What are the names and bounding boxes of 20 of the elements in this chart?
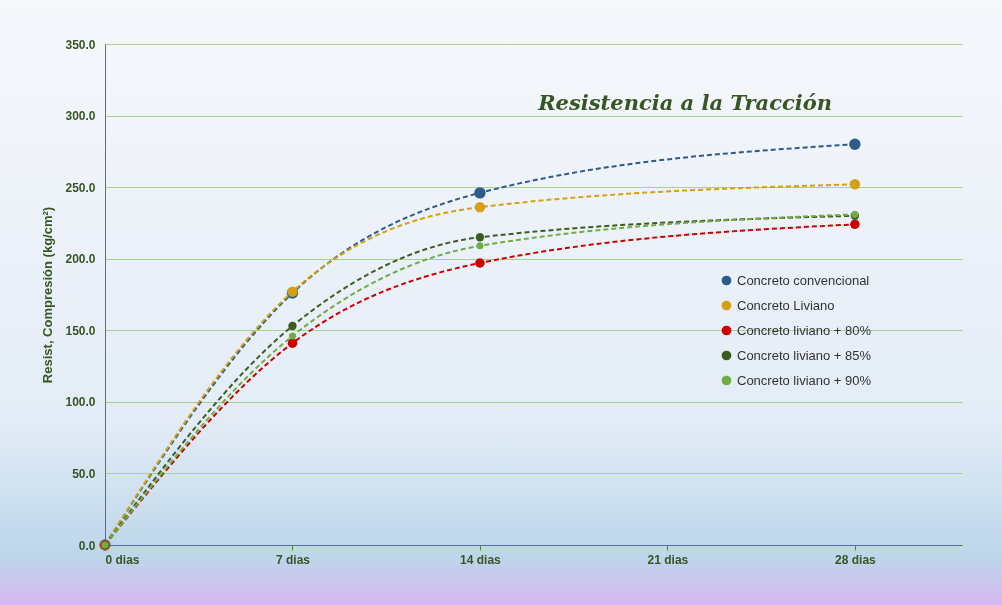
y-tick-label: 300.0 (65, 109, 96, 124)
x-tick-label: 21 dias (647, 552, 689, 567)
text: Resistencia a la Tracción (537, 90, 832, 115)
y-axis-title: Resist, Compresión (kg/cm²) (40, 206, 56, 384)
y-tick-label: 200.0 (65, 252, 96, 267)
legend-label: Concreto liviano + 80% (737, 322, 872, 338)
legend-label: Concreto liviano + 85% (737, 347, 872, 363)
legend-label: Concreto convencional (737, 272, 870, 288)
y-tick-label: 100.0 (65, 395, 96, 410)
x-tick-label: 0 dias (105, 552, 140, 567)
y-tick-label: 50.0 (72, 466, 96, 481)
y-tick-label: 0.0 (78, 538, 96, 553)
x-tick-label: 28 dias (835, 552, 877, 567)
legend-label: Concreto liviano + 90% (737, 372, 872, 388)
x-tick-label: 14 dias (460, 552, 502, 567)
y-tick-label: 250.0 (65, 180, 96, 195)
x-tick-label: 7 dias (275, 552, 311, 567)
y-tick-label: 150.0 (65, 323, 96, 338)
legend-label: Concreto Liviano (737, 297, 835, 313)
y-tick-label: 350.0 (65, 37, 96, 52)
